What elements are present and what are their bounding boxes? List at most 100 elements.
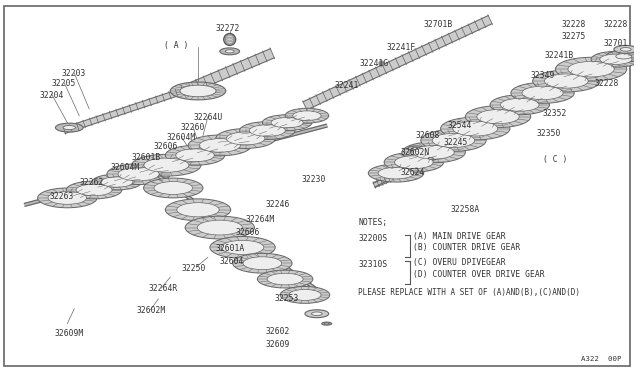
Ellipse shape (197, 220, 243, 235)
Ellipse shape (226, 132, 265, 145)
Ellipse shape (199, 139, 241, 152)
Ellipse shape (616, 54, 632, 59)
Ellipse shape (600, 54, 632, 64)
Text: 32228: 32228 (594, 79, 618, 88)
Ellipse shape (312, 312, 322, 315)
Ellipse shape (413, 145, 454, 159)
Ellipse shape (428, 157, 433, 159)
Ellipse shape (432, 134, 475, 148)
Text: A322  00P: A322 00P (581, 356, 622, 362)
Ellipse shape (384, 153, 444, 172)
Text: PLEASE REPLACE WITH A SET OF (A)AND(B),(C)AND(D): PLEASE REPLACE WITH A SET OF (A)AND(B),(… (358, 288, 580, 297)
Ellipse shape (591, 51, 640, 67)
Text: 32601A: 32601A (216, 244, 245, 253)
Text: 32250: 32250 (181, 264, 205, 273)
Ellipse shape (48, 192, 86, 204)
Polygon shape (181, 49, 274, 96)
Text: 32264M: 32264M (246, 215, 275, 224)
Ellipse shape (500, 98, 539, 111)
Text: 32604: 32604 (220, 257, 244, 266)
Ellipse shape (185, 216, 255, 239)
Ellipse shape (402, 142, 465, 163)
Text: 32609: 32609 (266, 340, 290, 349)
Ellipse shape (322, 322, 332, 325)
Ellipse shape (620, 48, 631, 51)
Ellipse shape (262, 115, 312, 131)
Ellipse shape (420, 129, 486, 151)
Text: 32264R: 32264R (148, 284, 178, 293)
Text: 32246: 32246 (266, 200, 290, 209)
Ellipse shape (490, 95, 550, 115)
Text: 32624: 32624 (401, 168, 426, 177)
Text: 32352: 32352 (543, 109, 567, 118)
Text: 32608: 32608 (416, 131, 440, 140)
Ellipse shape (188, 135, 252, 156)
Text: 32609M: 32609M (54, 328, 84, 337)
Polygon shape (152, 171, 328, 298)
Polygon shape (303, 16, 492, 110)
Ellipse shape (368, 164, 424, 182)
Ellipse shape (532, 70, 600, 92)
Text: 32544: 32544 (447, 121, 472, 130)
Ellipse shape (250, 125, 285, 137)
Text: 32602: 32602 (266, 327, 290, 336)
Ellipse shape (92, 174, 141, 190)
Text: 32203: 32203 (61, 69, 86, 78)
Text: 32601B: 32601B (132, 153, 161, 162)
Ellipse shape (233, 253, 292, 273)
Polygon shape (373, 171, 405, 187)
Ellipse shape (545, 74, 588, 88)
Text: 32701: 32701 (604, 39, 628, 48)
Ellipse shape (556, 57, 627, 81)
Ellipse shape (67, 181, 122, 199)
Text: 32241G: 32241G (360, 59, 388, 68)
Ellipse shape (210, 237, 275, 258)
Text: 32228: 32228 (604, 20, 628, 29)
Text: 32310S: 32310S (358, 260, 388, 269)
Polygon shape (373, 55, 632, 187)
Ellipse shape (56, 123, 83, 132)
Text: 32262: 32262 (79, 178, 104, 187)
Text: 32204: 32204 (40, 91, 64, 100)
Ellipse shape (165, 199, 230, 221)
Ellipse shape (165, 145, 225, 165)
Ellipse shape (614, 45, 637, 53)
Ellipse shape (216, 129, 275, 148)
Ellipse shape (220, 48, 239, 55)
Ellipse shape (606, 50, 640, 62)
Ellipse shape (132, 154, 201, 176)
Ellipse shape (522, 86, 563, 100)
Text: 32245: 32245 (444, 138, 468, 147)
Text: 32701B: 32701B (424, 20, 453, 29)
Ellipse shape (378, 167, 414, 179)
Ellipse shape (568, 61, 614, 77)
Text: 32230: 32230 (302, 175, 326, 184)
Ellipse shape (176, 149, 214, 162)
Ellipse shape (225, 50, 234, 53)
Text: 32263: 32263 (49, 192, 74, 201)
Ellipse shape (267, 273, 303, 285)
Text: 32253: 32253 (275, 294, 299, 303)
Ellipse shape (324, 323, 329, 324)
Ellipse shape (292, 111, 321, 121)
Text: 32264U: 32264U (193, 113, 222, 122)
Text: 32258A: 32258A (451, 205, 480, 214)
Ellipse shape (477, 110, 519, 124)
Text: (B) COUNTER DRIVE GEAR: (B) COUNTER DRIVE GEAR (413, 243, 520, 253)
Ellipse shape (170, 82, 226, 100)
Text: 32604M: 32604M (111, 163, 140, 172)
Text: 32606: 32606 (236, 228, 260, 237)
Text: 32602M: 32602M (136, 306, 166, 315)
Text: 32228: 32228 (561, 20, 586, 29)
Text: ( C ): ( C ) (543, 155, 567, 164)
Ellipse shape (440, 117, 510, 140)
Text: (D) COUNTER OVER DRIVE GEAR: (D) COUNTER OVER DRIVE GEAR (413, 270, 545, 279)
Ellipse shape (107, 164, 170, 185)
Ellipse shape (143, 178, 203, 198)
Text: 32241B: 32241B (545, 51, 574, 60)
Ellipse shape (239, 122, 295, 140)
Ellipse shape (221, 240, 264, 254)
Ellipse shape (271, 118, 303, 128)
Ellipse shape (224, 33, 236, 45)
Ellipse shape (154, 182, 193, 195)
